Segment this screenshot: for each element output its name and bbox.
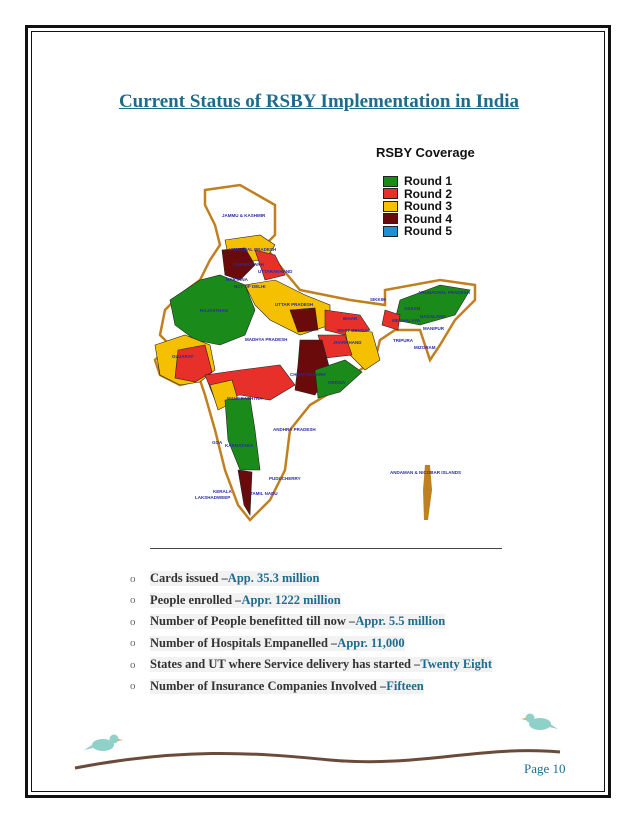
swatch-round-2: [383, 188, 398, 200]
stat-value: Appr. 11,000: [337, 635, 405, 651]
state-label: GUJARAT: [172, 354, 194, 359]
bullet-marker: o: [130, 594, 136, 607]
state-label: WEST BENGAL: [337, 328, 371, 333]
state-label: UTTAR PRADESH: [275, 302, 314, 307]
state-label: JAMMU & KASHMIR: [222, 213, 266, 218]
page-title: Current Status of RSBY Implementation in…: [118, 91, 520, 112]
region-uttarakhand: [254, 249, 286, 281]
state-label: ANDHRA PRADESH: [273, 427, 316, 432]
list-item: o People enrolled – Appr. 1222 million: [130, 590, 492, 612]
legend-item-round-1: Round 1: [383, 174, 452, 189]
state-label: HIMACHAL PRADESH: [229, 247, 277, 252]
region-gujarat-red: [174, 344, 213, 383]
state-label: LAKSHADWEEP: [195, 495, 231, 500]
list-item: o States and UT where Service delivery ha…: [130, 654, 492, 676]
bullet-marker: o: [130, 572, 136, 585]
state-label: MAHARASHTRA: [227, 396, 263, 401]
state-label: SIKKIM: [370, 297, 386, 302]
region-up-east: [289, 307, 319, 333]
swatch-round-5: [383, 225, 398, 237]
legend-item-round-3: Round 3: [383, 199, 452, 214]
map-legend: Round 1 Round 2 Round 3 Round 4 Round 5: [383, 174, 452, 239]
list-item: o Number of People benefitted till now – …: [130, 611, 492, 633]
legend-item-round-5: Round 5: [383, 224, 452, 239]
legend-title: RSBY Coverage: [376, 145, 475, 160]
state-label: ANDAMAN & NICOBAR ISLANDS: [390, 470, 461, 475]
branch-line: [74, 749, 561, 770]
bullet-marker: o: [130, 658, 136, 671]
state-label: ARUNACHAL PRADESH: [418, 290, 470, 295]
region-kerala: [237, 469, 253, 517]
list-item: o Number of Hospitals Empanelled – Appr. …: [130, 633, 492, 655]
stat-label: Number of People benefitted till now –: [150, 614, 356, 630]
swatch-round-1: [383, 175, 398, 187]
stat-value: Appr. 1222 million: [241, 592, 341, 608]
stat-label: Number of Insurance Companies Involved –: [150, 678, 387, 694]
state-label: NAGALAND: [420, 314, 446, 319]
state-label: CHANDIGARH: [233, 262, 264, 267]
state-label: GOA: [212, 440, 223, 445]
page-number: Page 10: [524, 761, 566, 776]
state-label: KERALA: [213, 489, 232, 494]
state-label: MEGHALAYA: [392, 318, 421, 323]
region-andaman: [423, 465, 432, 520]
legend-item-round-4: Round 4: [383, 211, 452, 226]
legend-label: Round 3: [404, 199, 452, 214]
swatch-round-4: [383, 213, 398, 225]
state-label: CHHATTISGARH: [290, 372, 326, 377]
state-label: BIHAR: [343, 316, 358, 321]
region-ne-red: [381, 309, 401, 331]
bullet-marker: o: [130, 637, 136, 650]
region-chandigarh-haryana: [221, 247, 256, 281]
bullet-marker: o: [130, 680, 136, 693]
state-label: MANIPUR: [423, 326, 444, 331]
swatch-round-3: [383, 200, 398, 212]
state-label: KARNATAKA: [225, 443, 254, 448]
divider: [150, 548, 502, 549]
bird-icon: [521, 713, 558, 730]
state-label: MIZORAM: [414, 345, 436, 350]
legend-label: Round 5: [404, 224, 452, 239]
state-label: TRIPURA: [393, 338, 413, 343]
state-label: PUDUCHERRY: [269, 476, 301, 481]
legend-label: Round 2: [404, 186, 452, 201]
stat-value: App. 35.3 million: [227, 571, 320, 587]
state-label: TAMIL NADU: [250, 491, 278, 496]
state-label: UTTARAKHAND: [258, 269, 293, 274]
stat-label: States and UT where Service delivery has…: [150, 657, 421, 673]
state-label: NCT OF DELHI: [234, 284, 266, 289]
stats-list: o Cards issued – App. 35.3 million o Peopl…: [130, 568, 492, 697]
region-orissa: [314, 359, 363, 399]
stat-value: Twenty Eight: [420, 657, 492, 673]
list-item: o Cards issued – App. 35.3 million: [130, 568, 492, 590]
page-border: [25, 25, 611, 798]
bird-icon: [84, 734, 123, 751]
state-label: ASSAM: [404, 306, 421, 311]
region-rajasthan: [169, 274, 256, 346]
stat-label: Number of Hospitals Empanelled –: [150, 635, 338, 651]
legend-label: Round 1: [404, 174, 452, 189]
stat-value: Fifteen: [386, 678, 424, 694]
state-label: HARYANA: [226, 277, 248, 282]
list-item: o Number of Insurance Companies Involved …: [130, 676, 492, 698]
state-label: JHARKHAND: [333, 340, 362, 345]
bullet-marker: o: [130, 615, 136, 628]
stat-label: People enrolled –: [150, 592, 242, 608]
page-border-inner: [31, 31, 605, 792]
legend-label: Round 4: [404, 211, 452, 226]
state-label: RAJASTHAN: [200, 308, 228, 313]
state-label: ORISSA: [328, 380, 346, 385]
legend-item-round-2: Round 2: [383, 186, 452, 201]
region-karnataka: [224, 397, 261, 471]
stat-value: Appr. 5.5 million: [355, 614, 446, 630]
stat-label: Cards issued –: [150, 571, 228, 587]
state-label: MADHYA PRADESH: [245, 337, 288, 342]
